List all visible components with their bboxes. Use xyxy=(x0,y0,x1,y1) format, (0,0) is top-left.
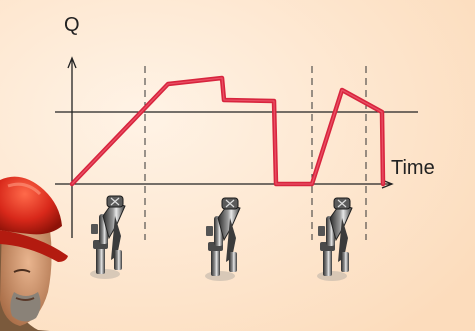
x-axis-label: Time xyxy=(391,157,435,179)
flow-curve-highlight xyxy=(71,77,384,185)
x-axis-arrow xyxy=(381,179,394,189)
worker-hardhat-icon xyxy=(0,176,68,331)
y-axis-label: Q xyxy=(64,14,80,36)
y-axis-arrow xyxy=(67,56,77,69)
